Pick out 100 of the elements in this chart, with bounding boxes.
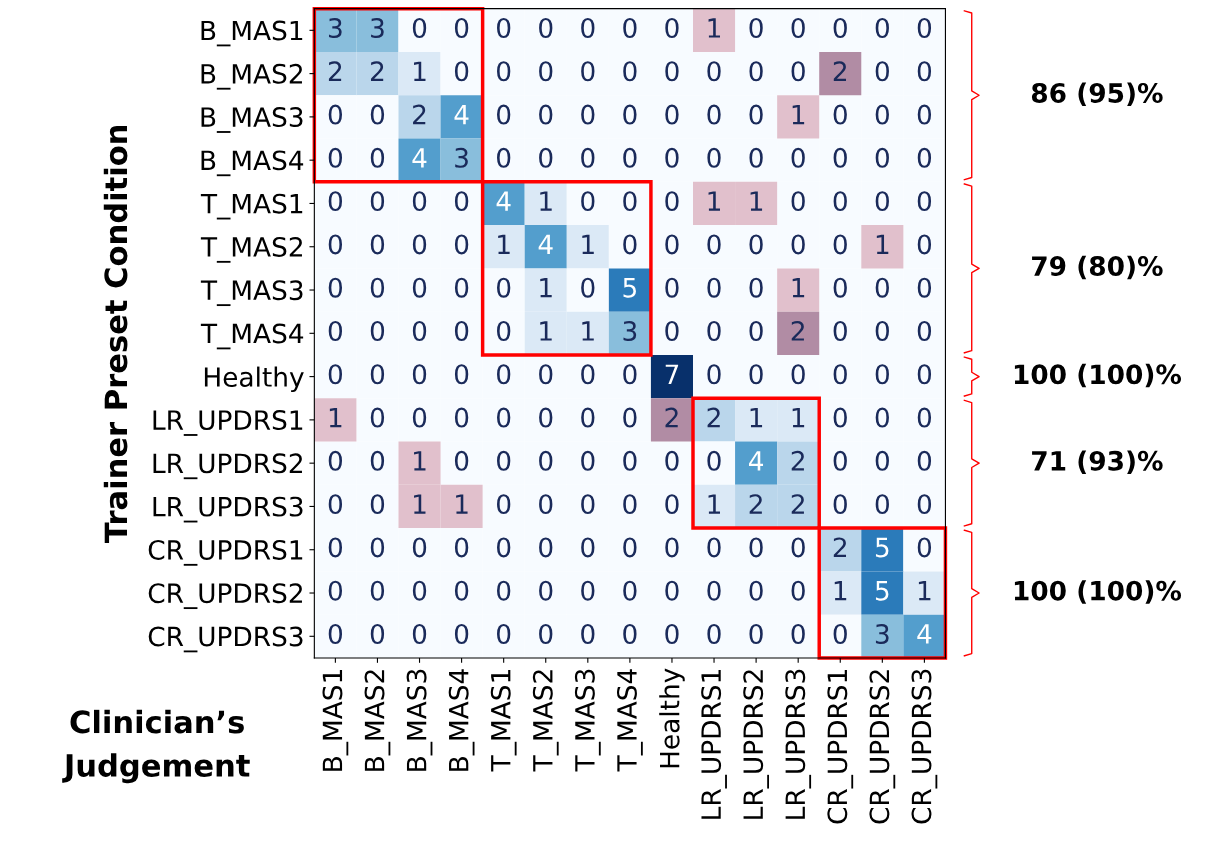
text: 71 (93)% bbox=[1032, 450, 1163, 474]
data-label: 0 bbox=[497, 494, 511, 515]
data-label: 0 bbox=[749, 580, 763, 601]
x-tick-label: T_MAS4 bbox=[616, 669, 643, 772]
data-label: 0 bbox=[875, 407, 889, 428]
data-label: 0 bbox=[707, 624, 721, 644]
data-label: 0 bbox=[328, 104, 343, 125]
data-label: 0 bbox=[370, 104, 385, 125]
data-label: 0 bbox=[623, 104, 637, 125]
data-label: 0 bbox=[791, 364, 805, 385]
data-label: 0 bbox=[581, 191, 595, 212]
data-label: 0 bbox=[665, 321, 679, 341]
data-label: 7 bbox=[665, 364, 679, 384]
x-tick-label: T_MAS2 bbox=[532, 670, 559, 772]
data-label: 0 bbox=[623, 147, 637, 168]
data-label: 0 bbox=[707, 364, 721, 385]
data-label: 1 bbox=[792, 278, 805, 298]
data-label: 0 bbox=[791, 537, 805, 558]
data-label: 0 bbox=[707, 234, 721, 255]
data-label: 0 bbox=[539, 407, 553, 428]
data-label: 0 bbox=[539, 104, 553, 125]
x-tick-label: B_MAS2 bbox=[364, 670, 391, 771]
data-label: 1 bbox=[708, 18, 720, 38]
data-label: 0 bbox=[665, 147, 679, 168]
data-label: 4 bbox=[538, 234, 553, 255]
y-tick-label: B_MAS4 bbox=[201, 150, 304, 177]
data-label: 0 bbox=[833, 494, 847, 515]
data-label: 2 bbox=[665, 407, 678, 428]
data-label: 1 bbox=[540, 191, 552, 211]
data-label: 0 bbox=[917, 61, 932, 82]
data-label: 0 bbox=[665, 61, 679, 82]
x-tick-label: T_MAS3 bbox=[574, 669, 601, 772]
data-label: 0 bbox=[412, 537, 427, 558]
data-label: 0 bbox=[328, 537, 343, 558]
data-label: 0 bbox=[328, 624, 343, 644]
data-label: 1 bbox=[876, 234, 889, 255]
data-label: 0 bbox=[791, 191, 805, 212]
data-label: 0 bbox=[370, 277, 385, 298]
x-tick-label: CR_UPDRS2 bbox=[869, 670, 896, 824]
data-label: 0 bbox=[581, 61, 595, 82]
data-label: 4 bbox=[496, 191, 511, 211]
data-label: 1 bbox=[750, 191, 763, 211]
data-label: 0 bbox=[623, 61, 637, 82]
data-label: 0 bbox=[833, 18, 847, 38]
data-label: 1 bbox=[456, 494, 468, 514]
data-label: 0 bbox=[665, 18, 679, 38]
data-label: 1 bbox=[582, 234, 594, 255]
data-label: 0 bbox=[833, 450, 847, 471]
x-tick-label: LR_UPDRS2 bbox=[743, 670, 770, 819]
data-label: 5 bbox=[875, 581, 889, 601]
data-label: 0 bbox=[875, 61, 889, 82]
data-label: 0 bbox=[917, 494, 932, 515]
data-label: 0 bbox=[539, 18, 553, 38]
data-label: 0 bbox=[707, 321, 721, 341]
data-label: 0 bbox=[875, 277, 889, 298]
y-tick-label: LR_UPDRS1 bbox=[153, 410, 303, 436]
data-label: 1 bbox=[540, 278, 552, 298]
data-label: 0 bbox=[370, 624, 385, 644]
data-label: 4 bbox=[917, 624, 932, 644]
data-label: 1 bbox=[414, 61, 426, 81]
y-tick-label: B_MAS3 bbox=[201, 107, 303, 133]
data-label: 0 bbox=[370, 234, 385, 255]
data-label: 0 bbox=[623, 450, 637, 471]
data-label: 0 bbox=[328, 364, 343, 385]
y-tick-label: CR_UPDRS1 bbox=[148, 539, 303, 566]
data-label: 1 bbox=[498, 234, 510, 255]
data-label: 0 bbox=[370, 364, 385, 385]
x-tick-label: CR_UPDRS3 bbox=[911, 669, 938, 824]
data-label: 0 bbox=[581, 18, 595, 38]
data-label: 1 bbox=[708, 494, 720, 514]
data-label: 0 bbox=[412, 407, 427, 428]
data-label: 0 bbox=[875, 364, 889, 385]
data-label: 0 bbox=[497, 104, 511, 125]
data-label: 0 bbox=[412, 624, 427, 644]
y-axis-title: Trainer Preset Condition bbox=[103, 125, 128, 543]
y-tick-label: T_MAS2 bbox=[200, 236, 302, 263]
data-label: 1 bbox=[582, 321, 594, 341]
data-label: 0 bbox=[581, 450, 595, 471]
data-label: 0 bbox=[875, 494, 889, 515]
x-tick-label: LR_UPDRS3 bbox=[785, 669, 812, 819]
data-label: 5 bbox=[623, 278, 636, 298]
data-label: 0 bbox=[917, 537, 932, 558]
y-tick-label: LR_UPDRS2 bbox=[153, 453, 302, 480]
data-label: 0 bbox=[917, 321, 932, 341]
data-label: 0 bbox=[707, 537, 721, 558]
data-label: 0 bbox=[454, 18, 469, 38]
data-label: 0 bbox=[665, 580, 679, 601]
data-label: 0 bbox=[412, 321, 427, 341]
data-label: 0 bbox=[917, 450, 932, 471]
x-tick-label: B_MAS4 bbox=[448, 669, 475, 771]
data-label: 0 bbox=[665, 104, 679, 125]
data-label: 2 bbox=[833, 537, 847, 558]
data-label: 2 bbox=[791, 321, 804, 341]
data-label: 3 bbox=[455, 147, 468, 168]
data-label: 0 bbox=[539, 580, 553, 601]
data-label: 4 bbox=[412, 148, 427, 168]
data-label: 0 bbox=[623, 537, 637, 558]
data-label: 0 bbox=[412, 18, 427, 38]
data-label: 0 bbox=[581, 364, 595, 385]
data-label: 4 bbox=[454, 104, 469, 125]
